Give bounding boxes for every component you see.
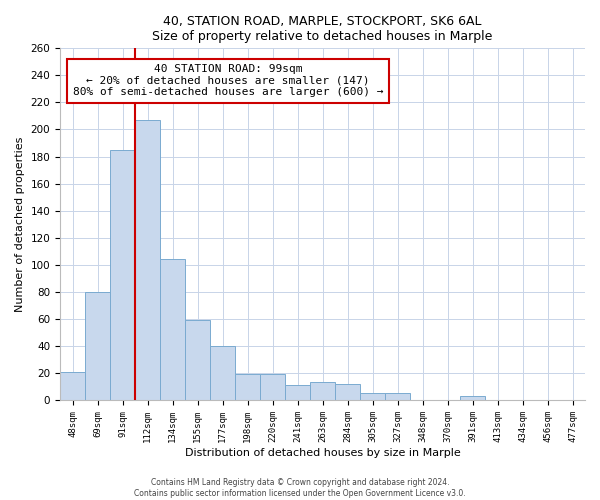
- Bar: [260, 374, 285, 400]
- Bar: [385, 393, 410, 400]
- Bar: [85, 292, 110, 400]
- Bar: [285, 385, 310, 400]
- Bar: [360, 393, 385, 400]
- Bar: [135, 120, 160, 400]
- Text: Contains HM Land Registry data © Crown copyright and database right 2024.
Contai: Contains HM Land Registry data © Crown c…: [134, 478, 466, 498]
- Bar: [60, 372, 85, 400]
- Bar: [160, 260, 185, 400]
- Bar: [335, 384, 360, 400]
- Bar: [235, 374, 260, 400]
- Title: 40, STATION ROAD, MARPLE, STOCKPORT, SK6 6AL
Size of property relative to detach: 40, STATION ROAD, MARPLE, STOCKPORT, SK6…: [152, 15, 493, 43]
- Bar: [310, 382, 335, 400]
- Bar: [185, 320, 210, 400]
- X-axis label: Distribution of detached houses by size in Marple: Distribution of detached houses by size …: [185, 448, 460, 458]
- Bar: [110, 150, 135, 400]
- Text: 40 STATION ROAD: 99sqm
← 20% of detached houses are smaller (147)
80% of semi-de: 40 STATION ROAD: 99sqm ← 20% of detached…: [73, 64, 383, 98]
- Bar: [460, 396, 485, 400]
- Bar: [210, 346, 235, 400]
- Y-axis label: Number of detached properties: Number of detached properties: [15, 136, 25, 312]
